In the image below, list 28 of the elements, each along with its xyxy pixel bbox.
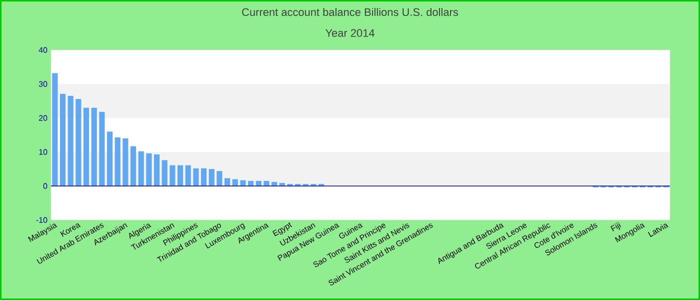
bar — [232, 179, 238, 186]
bar — [193, 168, 199, 186]
bar — [99, 112, 105, 186]
bar — [216, 171, 222, 186]
bar — [224, 178, 230, 186]
chart-title: Current account balance Billions U.S. dollars — [242, 8, 458, 16]
bar — [170, 165, 176, 186]
bar — [68, 96, 74, 186]
bar — [122, 138, 128, 186]
bar — [185, 165, 191, 186]
bar — [130, 146, 136, 186]
bar — [177, 165, 184, 186]
bar — [200, 168, 207, 186]
bar — [114, 137, 120, 186]
chart-subtitle: Year 2014 — [325, 29, 374, 37]
bar — [83, 108, 90, 186]
bar — [154, 154, 160, 186]
bar — [240, 180, 246, 186]
bar — [264, 180, 270, 186]
bar — [52, 73, 58, 186]
bar — [146, 153, 152, 186]
bar — [76, 98, 82, 186]
bar — [162, 160, 168, 186]
bar — [208, 169, 214, 186]
bar — [60, 94, 66, 186]
bar — [138, 151, 144, 186]
bar — [106, 132, 113, 186]
bar — [91, 108, 97, 186]
